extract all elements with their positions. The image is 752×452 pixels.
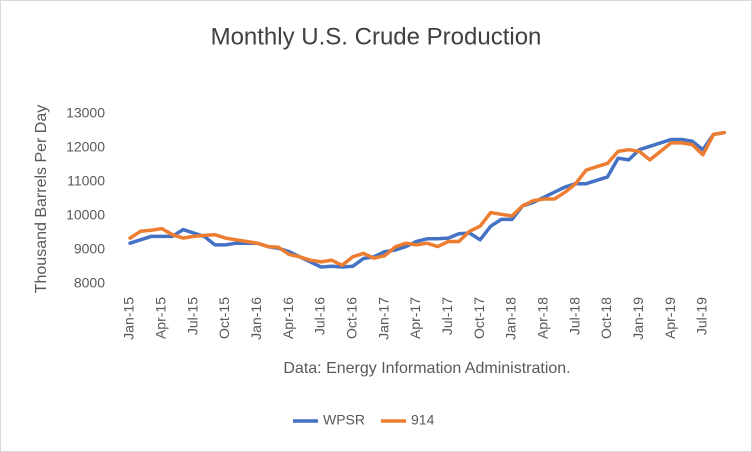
caption: Data: Energy Information Administration. <box>283 360 570 377</box>
x-tick-label: Apr-16 <box>280 297 296 339</box>
x-tick-label: Jan-17 <box>375 297 391 340</box>
legend-label: WPSR <box>323 412 365 428</box>
x-tick-label: Jan-18 <box>503 297 519 340</box>
x-tick-label: Apr-15 <box>153 297 169 339</box>
y-tick-label: 10000 <box>66 207 105 223</box>
y-tick-label: 9000 <box>74 241 105 257</box>
x-tick-label: Jul-18 <box>566 297 582 335</box>
x-tick-label: Jul-16 <box>312 297 328 335</box>
x-tick-label: Oct-16 <box>344 297 360 339</box>
y-tick-label: 11000 <box>67 173 105 189</box>
x-tick-label: Jul-19 <box>694 297 710 335</box>
x-tick-label: Oct-15 <box>216 297 232 339</box>
x-tick-label: Oct-18 <box>598 297 614 339</box>
series-line <box>128 130 726 268</box>
chart-title: Monthly U.S. Crude Production <box>211 23 542 50</box>
x-tick-label: Jul-15 <box>184 297 200 335</box>
x-tick-label: Apr-17 <box>407 297 423 339</box>
y-axis-title: Thousand Barrels Per Day <box>33 105 50 294</box>
x-tick-label: Jul-17 <box>439 297 455 335</box>
x-tick-label: Oct-17 <box>471 297 487 339</box>
x-tick-label: Apr-19 <box>662 297 678 339</box>
x-tick-label: Jan-15 <box>121 297 137 340</box>
y-tick-label: 12000 <box>66 139 105 155</box>
y-tick-label: 8000 <box>74 275 105 291</box>
legend-label: 914 <box>411 412 435 428</box>
x-tick-label: Jan-19 <box>630 297 646 340</box>
x-tick-label: Apr-18 <box>534 297 550 339</box>
x-tick-label: Jan-16 <box>248 297 264 340</box>
series-line <box>128 130 726 269</box>
y-tick-label: 13000 <box>66 105 105 121</box>
